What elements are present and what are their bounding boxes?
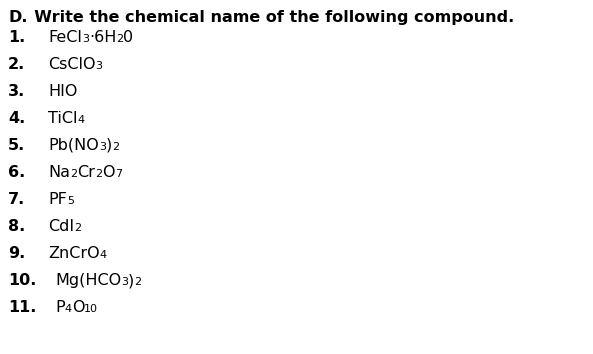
- Text: 3: 3: [95, 61, 103, 71]
- Text: CsClO: CsClO: [48, 57, 95, 72]
- Text: CdI: CdI: [48, 219, 74, 234]
- Text: 1.: 1.: [8, 30, 25, 45]
- Text: 6.: 6.: [8, 165, 25, 180]
- Text: 2: 2: [135, 277, 142, 287]
- Text: Write the chemical name of the following compound.: Write the chemical name of the following…: [23, 10, 514, 25]
- Text: 9.: 9.: [8, 246, 25, 261]
- Text: 4: 4: [65, 304, 72, 314]
- Text: 2: 2: [112, 142, 119, 152]
- Text: FeCl: FeCl: [48, 30, 82, 45]
- Text: O: O: [72, 300, 84, 315]
- Text: 2.: 2.: [8, 57, 25, 72]
- Text: Pb(NO: Pb(NO: [48, 138, 99, 153]
- Text: 2: 2: [95, 169, 102, 179]
- Text: 11.: 11.: [8, 300, 36, 315]
- Text: 3.: 3.: [8, 84, 25, 99]
- Text: 10: 10: [84, 304, 98, 314]
- Text: 3: 3: [121, 277, 128, 287]
- Text: 7: 7: [114, 169, 122, 179]
- Text: 3: 3: [82, 34, 89, 44]
- Text: 10.: 10.: [8, 273, 36, 288]
- Text: 4: 4: [100, 250, 107, 260]
- Text: 5.: 5.: [8, 138, 25, 153]
- Text: D.: D.: [8, 10, 27, 25]
- Text: ZnCrO: ZnCrO: [48, 246, 100, 261]
- Text: 8.: 8.: [8, 219, 25, 234]
- Text: 2: 2: [116, 34, 123, 44]
- Text: HIO: HIO: [48, 84, 77, 99]
- Text: Na: Na: [48, 165, 70, 180]
- Text: Mg(HCO: Mg(HCO: [55, 273, 121, 288]
- Text: ·6H: ·6H: [89, 30, 116, 45]
- Text: 2: 2: [74, 223, 81, 233]
- Text: 2: 2: [70, 169, 77, 179]
- Text: ): ): [106, 138, 112, 153]
- Text: 4: 4: [78, 115, 85, 125]
- Text: TiCl: TiCl: [48, 111, 78, 126]
- Text: ): ): [128, 273, 135, 288]
- Text: Cr: Cr: [77, 165, 95, 180]
- Text: 3: 3: [99, 142, 106, 152]
- Text: PF: PF: [48, 192, 67, 207]
- Text: 5: 5: [67, 196, 74, 206]
- Text: P: P: [55, 300, 65, 315]
- Text: 4.: 4.: [8, 111, 25, 126]
- Text: 0: 0: [123, 30, 133, 45]
- Text: 7.: 7.: [8, 192, 25, 207]
- Text: O: O: [102, 165, 114, 180]
